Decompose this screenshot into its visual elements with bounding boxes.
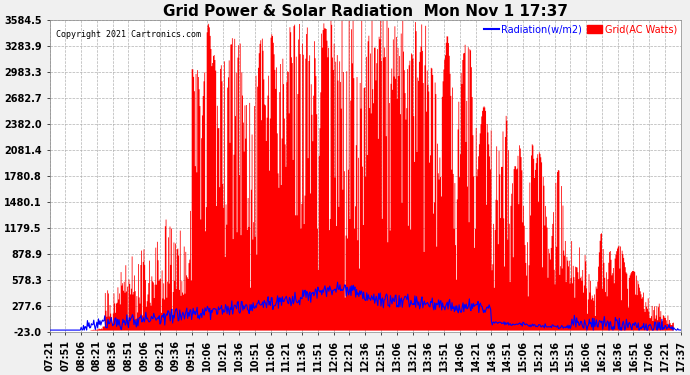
- Text: Copyright 2021 Cartronics.com: Copyright 2021 Cartronics.com: [56, 30, 201, 39]
- Legend: Radiation(w/m2), Grid(AC Watts): Radiation(w/m2), Grid(AC Watts): [480, 20, 681, 38]
- Title: Grid Power & Solar Radiation  Mon Nov 1 17:37: Grid Power & Solar Radiation Mon Nov 1 1…: [163, 4, 568, 19]
